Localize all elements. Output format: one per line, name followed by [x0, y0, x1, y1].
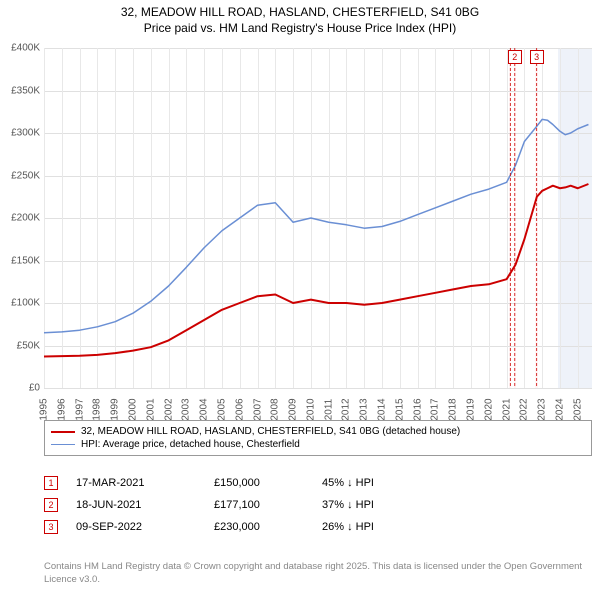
x-axis-tick-label: 2019: [466, 398, 477, 420]
marker-box-3: 3: [530, 50, 544, 64]
y-axis-tick-label: £250K: [11, 170, 40, 181]
sale-marker-1: 1: [44, 476, 58, 490]
x-axis-tick-label: 2012: [341, 398, 352, 420]
x-axis-tick-label: 2014: [377, 398, 388, 420]
x-axis-tick-label: 2008: [270, 398, 281, 420]
sales-table: 1 17-MAR-2021 £150,000 45% ↓ HPI 2 18-JU…: [44, 472, 592, 538]
x-axis-tick-label: 2006: [234, 398, 245, 420]
x-axis-tick-label: 2025: [572, 398, 583, 420]
x-axis-tick-label: 1996: [56, 398, 67, 420]
y-axis-tick-label: £50K: [17, 340, 40, 351]
legend-swatch: [51, 431, 75, 433]
x-axis-tick-label: 2002: [163, 398, 174, 420]
legend-swatch: [51, 444, 75, 446]
sale-price: £177,100: [214, 499, 304, 511]
x-axis-tick-label: 2005: [216, 398, 227, 420]
x-axis-tick-label: 2016: [412, 398, 423, 420]
chart-container: 32, MEADOW HILL ROAD, HASLAND, CHESTERFI…: [0, 0, 600, 590]
series-line-price_paid: [44, 184, 588, 357]
sale-price: £150,000: [214, 477, 304, 489]
marker-box-2: 2: [508, 50, 522, 64]
x-axis-tick-label: 2018: [448, 398, 459, 420]
x-axis-tick-label: 2003: [181, 398, 192, 420]
sale-date: 18-JUN-2021: [76, 499, 196, 511]
sale-row: 3 09-SEP-2022 £230,000 26% ↓ HPI: [44, 516, 592, 538]
title-line-2: Price paid vs. HM Land Registry's House …: [0, 20, 600, 36]
legend-label: 32, MEADOW HILL ROAD, HASLAND, CHESTERFI…: [81, 426, 460, 437]
sale-delta: 26% ↓ HPI: [322, 521, 432, 533]
y-axis-tick-label: £150K: [11, 255, 40, 266]
x-axis-tick-label: 2009: [288, 398, 299, 420]
footer-attribution: Contains HM Land Registry data © Crown c…: [44, 561, 592, 586]
sale-delta: 45% ↓ HPI: [322, 477, 432, 489]
x-axis-tick-label: 2020: [483, 398, 494, 420]
x-axis-tick-label: 2024: [554, 398, 565, 420]
x-axis-tick-label: 1995: [39, 398, 50, 420]
x-axis-tick-label: 2010: [305, 398, 316, 420]
x-axis-tick-label: 2007: [252, 398, 263, 420]
y-axis-tick-label: £400K: [11, 43, 40, 54]
sale-date: 09-SEP-2022: [76, 521, 196, 533]
x-axis-tick-label: 2023: [537, 398, 548, 420]
y-axis-tick-label: £350K: [11, 85, 40, 96]
x-axis-tick-label: 2022: [519, 398, 530, 420]
x-axis-tick-label: 2021: [501, 398, 512, 420]
plot-area: £0£50K£100K£150K£200K£250K£300K£350K£400…: [44, 48, 592, 388]
y-axis-tick-label: £100K: [11, 298, 40, 309]
x-axis-tick-label: 2000: [127, 398, 138, 420]
sale-marker-3: 3: [44, 520, 58, 534]
x-axis-tick-label: 2004: [199, 398, 210, 420]
x-axis-tick-label: 1997: [74, 398, 85, 420]
sale-marker-2: 2: [44, 498, 58, 512]
title-line-1: 32, MEADOW HILL ROAD, HASLAND, CHESTERFI…: [0, 4, 600, 20]
sale-delta: 37% ↓ HPI: [322, 499, 432, 511]
sale-row: 2 18-JUN-2021 £177,100 37% ↓ HPI: [44, 494, 592, 516]
y-axis-tick-label: £200K: [11, 213, 40, 224]
legend-item-hpi: HPI: Average price, detached house, Ches…: [51, 438, 585, 451]
sale-row: 1 17-MAR-2021 £150,000 45% ↓ HPI: [44, 472, 592, 494]
legend-label: HPI: Average price, detached house, Ches…: [81, 439, 300, 450]
line-svg: [44, 48, 592, 388]
x-axis-tick-label: 2011: [323, 399, 334, 421]
y-axis-tick-label: £0: [29, 383, 40, 394]
sale-date: 17-MAR-2021: [76, 477, 196, 489]
chart-title: 32, MEADOW HILL ROAD, HASLAND, CHESTERFI…: [0, 0, 600, 36]
x-axis-tick-label: 1999: [110, 398, 121, 420]
x-axis-tick-label: 2017: [430, 398, 441, 420]
y-axis-tick-label: £300K: [11, 128, 40, 139]
x-axis-tick-label: 2015: [394, 398, 405, 420]
x-axis-tick-label: 2013: [359, 398, 370, 420]
legend-item-price-paid: 32, MEADOW HILL ROAD, HASLAND, CHESTERFI…: [51, 425, 585, 438]
sale-price: £230,000: [214, 521, 304, 533]
gridline-horizontal: [44, 388, 592, 389]
legend: 32, MEADOW HILL ROAD, HASLAND, CHESTERFI…: [44, 420, 592, 456]
x-axis-tick-label: 1998: [92, 398, 103, 420]
x-axis-tick-label: 2001: [145, 398, 156, 420]
